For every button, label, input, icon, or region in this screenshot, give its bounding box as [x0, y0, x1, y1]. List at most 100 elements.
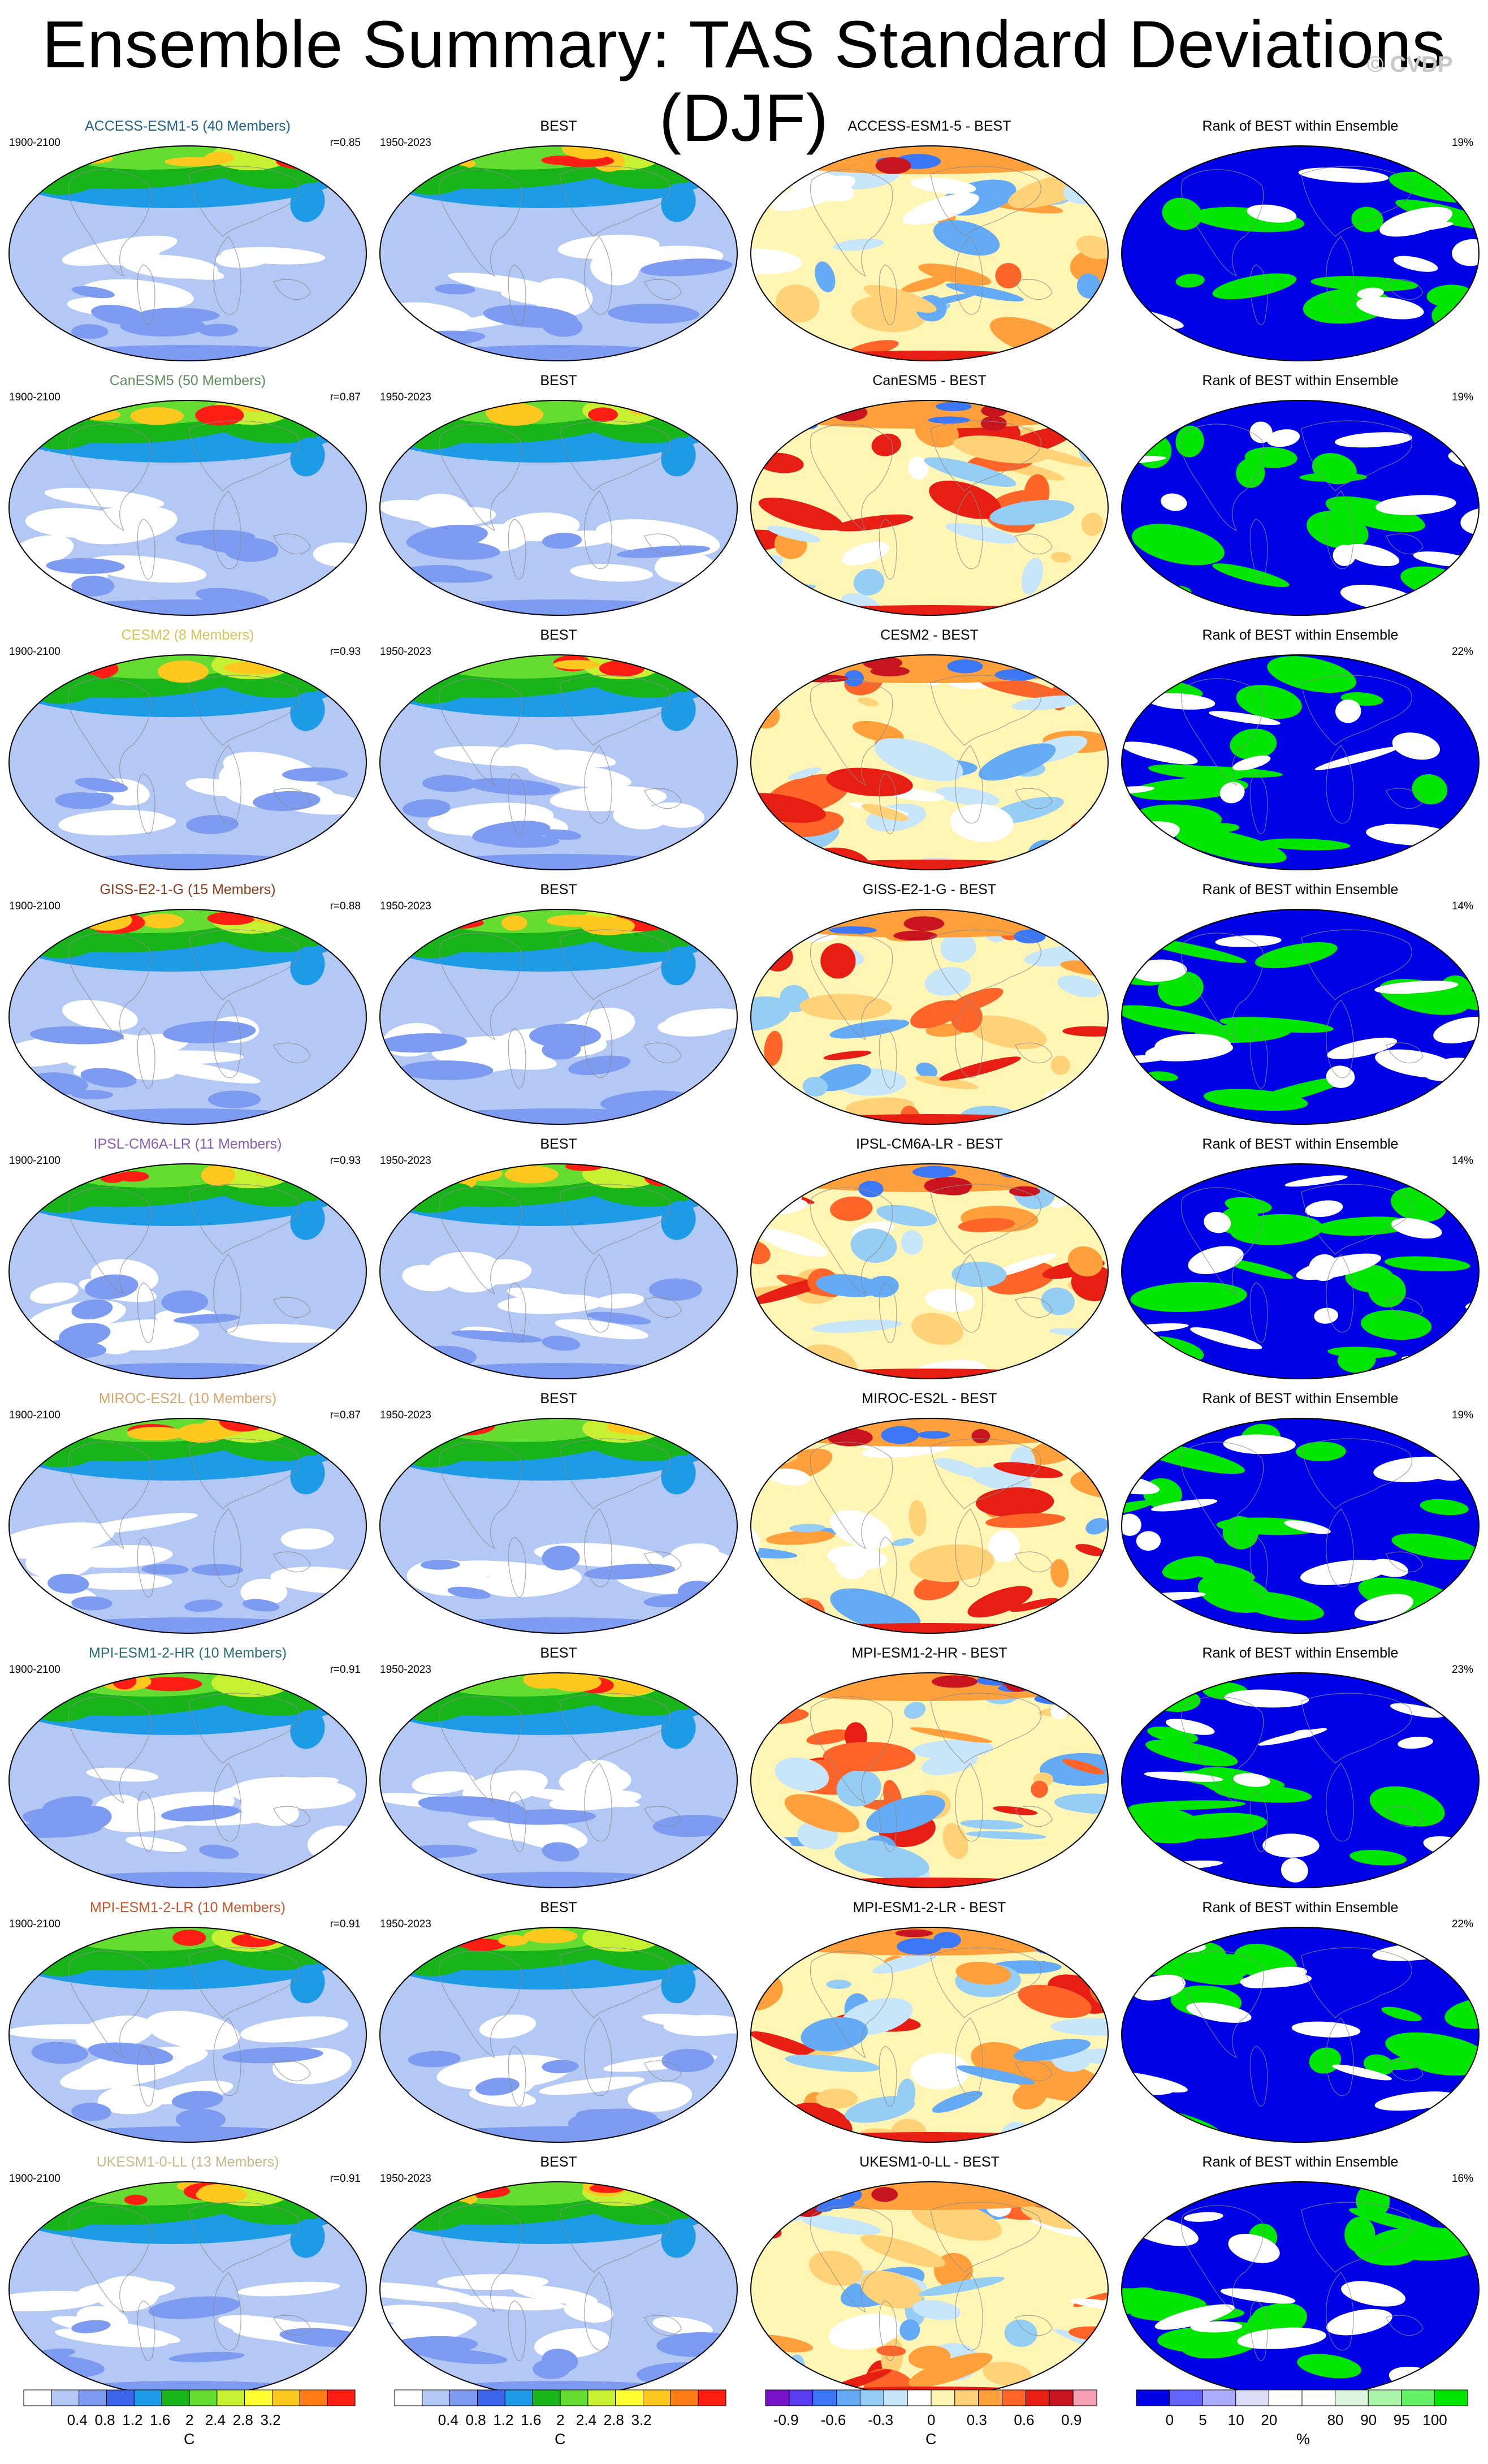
- colorbar-tick-label: 5: [1199, 2411, 1207, 2428]
- colorbar-swatch: [449, 2389, 478, 2406]
- colorbar-tick-label: 0.8: [465, 2411, 486, 2428]
- colorbar-tick-label: 3.2: [631, 2411, 652, 2428]
- obs-std-map: [379, 1418, 738, 1634]
- colorbar-swatch: [299, 2389, 328, 2406]
- difference-panel: MPI-ESM1-2-LR - BEST: [744, 1899, 1115, 2154]
- model-row: MPI-ESM1-2-LR (10 Members) 1900-2100 r=0.9…: [0, 1899, 1488, 2154]
- rank-percent: 19%: [1451, 391, 1473, 403]
- rank-label: Rank of BEST within Ensemble: [1202, 1391, 1399, 1406]
- difference-map: [750, 400, 1109, 616]
- colorbar-tick-label: 20: [1261, 2411, 1278, 2428]
- difference-map: [750, 909, 1109, 1125]
- model-label: MPI-ESM1-2-LR (10 Members): [90, 1900, 286, 1915]
- colorbar-swatch: [859, 2389, 884, 2406]
- model-label: MPI-ESM1-2-HR (10 Members): [88, 1645, 287, 1661]
- model-label: UKESM1-0-LL (13 Members): [96, 2154, 279, 2170]
- colorbar-swatch: [1335, 2389, 1369, 2406]
- colorbar-swatch: [51, 2389, 80, 2406]
- rank-percent: 19%: [1451, 137, 1473, 149]
- obs-std-panel: BEST 1950-2023: [373, 881, 744, 1136]
- colorbar-swatches: [1136, 2389, 1468, 2406]
- colorbar-tick-label: 1.6: [521, 2411, 542, 2428]
- rank-map: [1121, 1418, 1480, 1634]
- pattern-correlation: r=0.93: [330, 646, 361, 658]
- difference-map: [750, 1672, 1109, 1888]
- model-period: 1900-2100: [9, 1155, 60, 1167]
- model-period: 1900-2100: [9, 137, 60, 149]
- model-row: MPI-ESM1-2-HR (10 Members) 1900-2100 r=0.9…: [0, 1645, 1488, 1899]
- obs-period: 1950-2023: [380, 137, 431, 149]
- colorbar-unit: %: [1296, 2431, 1310, 2448]
- obs-std-panel: BEST 1950-2023: [373, 1899, 744, 2154]
- difference-map: [750, 1418, 1109, 1634]
- obs-label: BEST: [540, 1645, 577, 1661]
- difference-label: MPI-ESM1-2-LR - BEST: [853, 1900, 1006, 1915]
- model-std-panel: CESM2 (8 Members) 1900-2100 r=0.93: [2, 627, 373, 881]
- colorbar-swatch: [189, 2389, 218, 2406]
- colorbar-swatch: [79, 2389, 107, 2406]
- rank-map: [1121, 1927, 1480, 2143]
- model-label: CESM2 (8 Members): [121, 627, 254, 643]
- obs-period: 1950-2023: [380, 646, 431, 658]
- obs-std-panel: BEST 1950-2023: [373, 1136, 744, 1390]
- rank-panel: Rank of BEST within Ensemble 19%: [1115, 1390, 1486, 1645]
- difference-panel: CanESM5 - BEST: [744, 372, 1115, 627]
- colorbar-swatch: [643, 2389, 671, 2406]
- model-std-map: [8, 1418, 367, 1634]
- model-period: 1900-2100: [9, 1664, 60, 1676]
- colorbar-unit: C: [925, 2431, 937, 2448]
- rank-panel: Rank of BEST within Ensemble 23%: [1115, 1645, 1486, 1899]
- pattern-correlation: r=0.91: [330, 1664, 361, 1676]
- model-std-map: [8, 145, 367, 361]
- colorbar-tick-label: 0.3: [966, 2411, 987, 2428]
- difference-label: GISS-E2-1-G - BEST: [862, 882, 997, 897]
- obs-label: BEST: [540, 1136, 577, 1152]
- rank-percent: 22%: [1451, 1918, 1473, 1930]
- obs-period: 1950-2023: [380, 1155, 431, 1167]
- colorbar-tick-label: 0.6: [1014, 2411, 1035, 2428]
- obs-std-panel: BEST 1950-2023: [373, 372, 744, 627]
- colorbar-swatch: [1401, 2389, 1435, 2406]
- colorbar-tick-label: 0.4: [438, 2411, 458, 2428]
- rank-map: [1121, 400, 1480, 616]
- model-std-panel: MIROC-ES2L (10 Members) 1900-2100 r=0.87: [2, 1390, 373, 1645]
- colorbar-tick-label: 90: [1360, 2411, 1377, 2428]
- model-row: GISS-E2-1-G (15 Members) 1900-2100 r=0.88 B…: [0, 881, 1488, 1136]
- colorbar-swatch: [1434, 2389, 1468, 2406]
- difference-map: [750, 1927, 1109, 2143]
- colorbar-swatch: [1202, 2389, 1236, 2406]
- model-row: IPSL-CM6A-LR (11 Members) 1900-2100 r=0.93…: [0, 1136, 1488, 1390]
- colorbar-tick-label: 2.8: [232, 2411, 253, 2428]
- model-std-panel: ACCESS-ESM1-5 (40 Members) 1900-2100 r=0.8…: [2, 118, 373, 372]
- model-row: UKESM1-0-LL (13 Members) 1900-2100 r=0.91 B…: [0, 2154, 1488, 2408]
- obs-label: BEST: [540, 882, 577, 897]
- colorbar-swatches: [394, 2389, 726, 2406]
- rank-label: Rank of BEST within Ensemble: [1202, 1900, 1399, 1915]
- colorbar-swatch: [587, 2389, 616, 2406]
- colorbar-swatch: [1235, 2389, 1269, 2406]
- colorbar-swatch: [560, 2389, 589, 2406]
- colorbar-swatch: [1072, 2389, 1097, 2406]
- rank-panel: Rank of BEST within Ensemble 22%: [1115, 1899, 1486, 2154]
- colorbar-swatch: [1136, 2389, 1170, 2406]
- colorbar-tick-label: 10: [1227, 2411, 1244, 2428]
- obs-period: 1950-2023: [380, 1918, 431, 1930]
- difference-panel: UKESM1-0-LL - BEST: [744, 2154, 1115, 2408]
- model-std-panel: UKESM1-0-LL (13 Members) 1900-2100 r=0.91: [2, 2154, 373, 2408]
- colorbar-swatch: [978, 2389, 1003, 2406]
- colorbar-tick-label: 95: [1393, 2411, 1410, 2428]
- colorbar-swatch: [931, 2389, 955, 2406]
- model-period: 1900-2100: [9, 1409, 60, 1421]
- colorbar-swatch: [23, 2389, 52, 2406]
- obs-label: BEST: [540, 1900, 577, 1915]
- rank-percent: 14%: [1451, 900, 1473, 912]
- colorbar-swatch: [217, 2389, 245, 2406]
- colorbar-tick-label: 2.8: [603, 2411, 624, 2428]
- rank-label: Rank of BEST within Ensemble: [1202, 627, 1399, 643]
- obs-std-map: [379, 654, 738, 870]
- difference-label: CESM2 - BEST: [880, 627, 979, 643]
- rank-panel: Rank of BEST within Ensemble 16%: [1115, 2154, 1486, 2408]
- model-std-panel: GISS-E2-1-G (15 Members) 1900-2100 r=0.88: [2, 881, 373, 1136]
- rank-percent: 23%: [1451, 1664, 1473, 1676]
- difference-map: [750, 654, 1109, 870]
